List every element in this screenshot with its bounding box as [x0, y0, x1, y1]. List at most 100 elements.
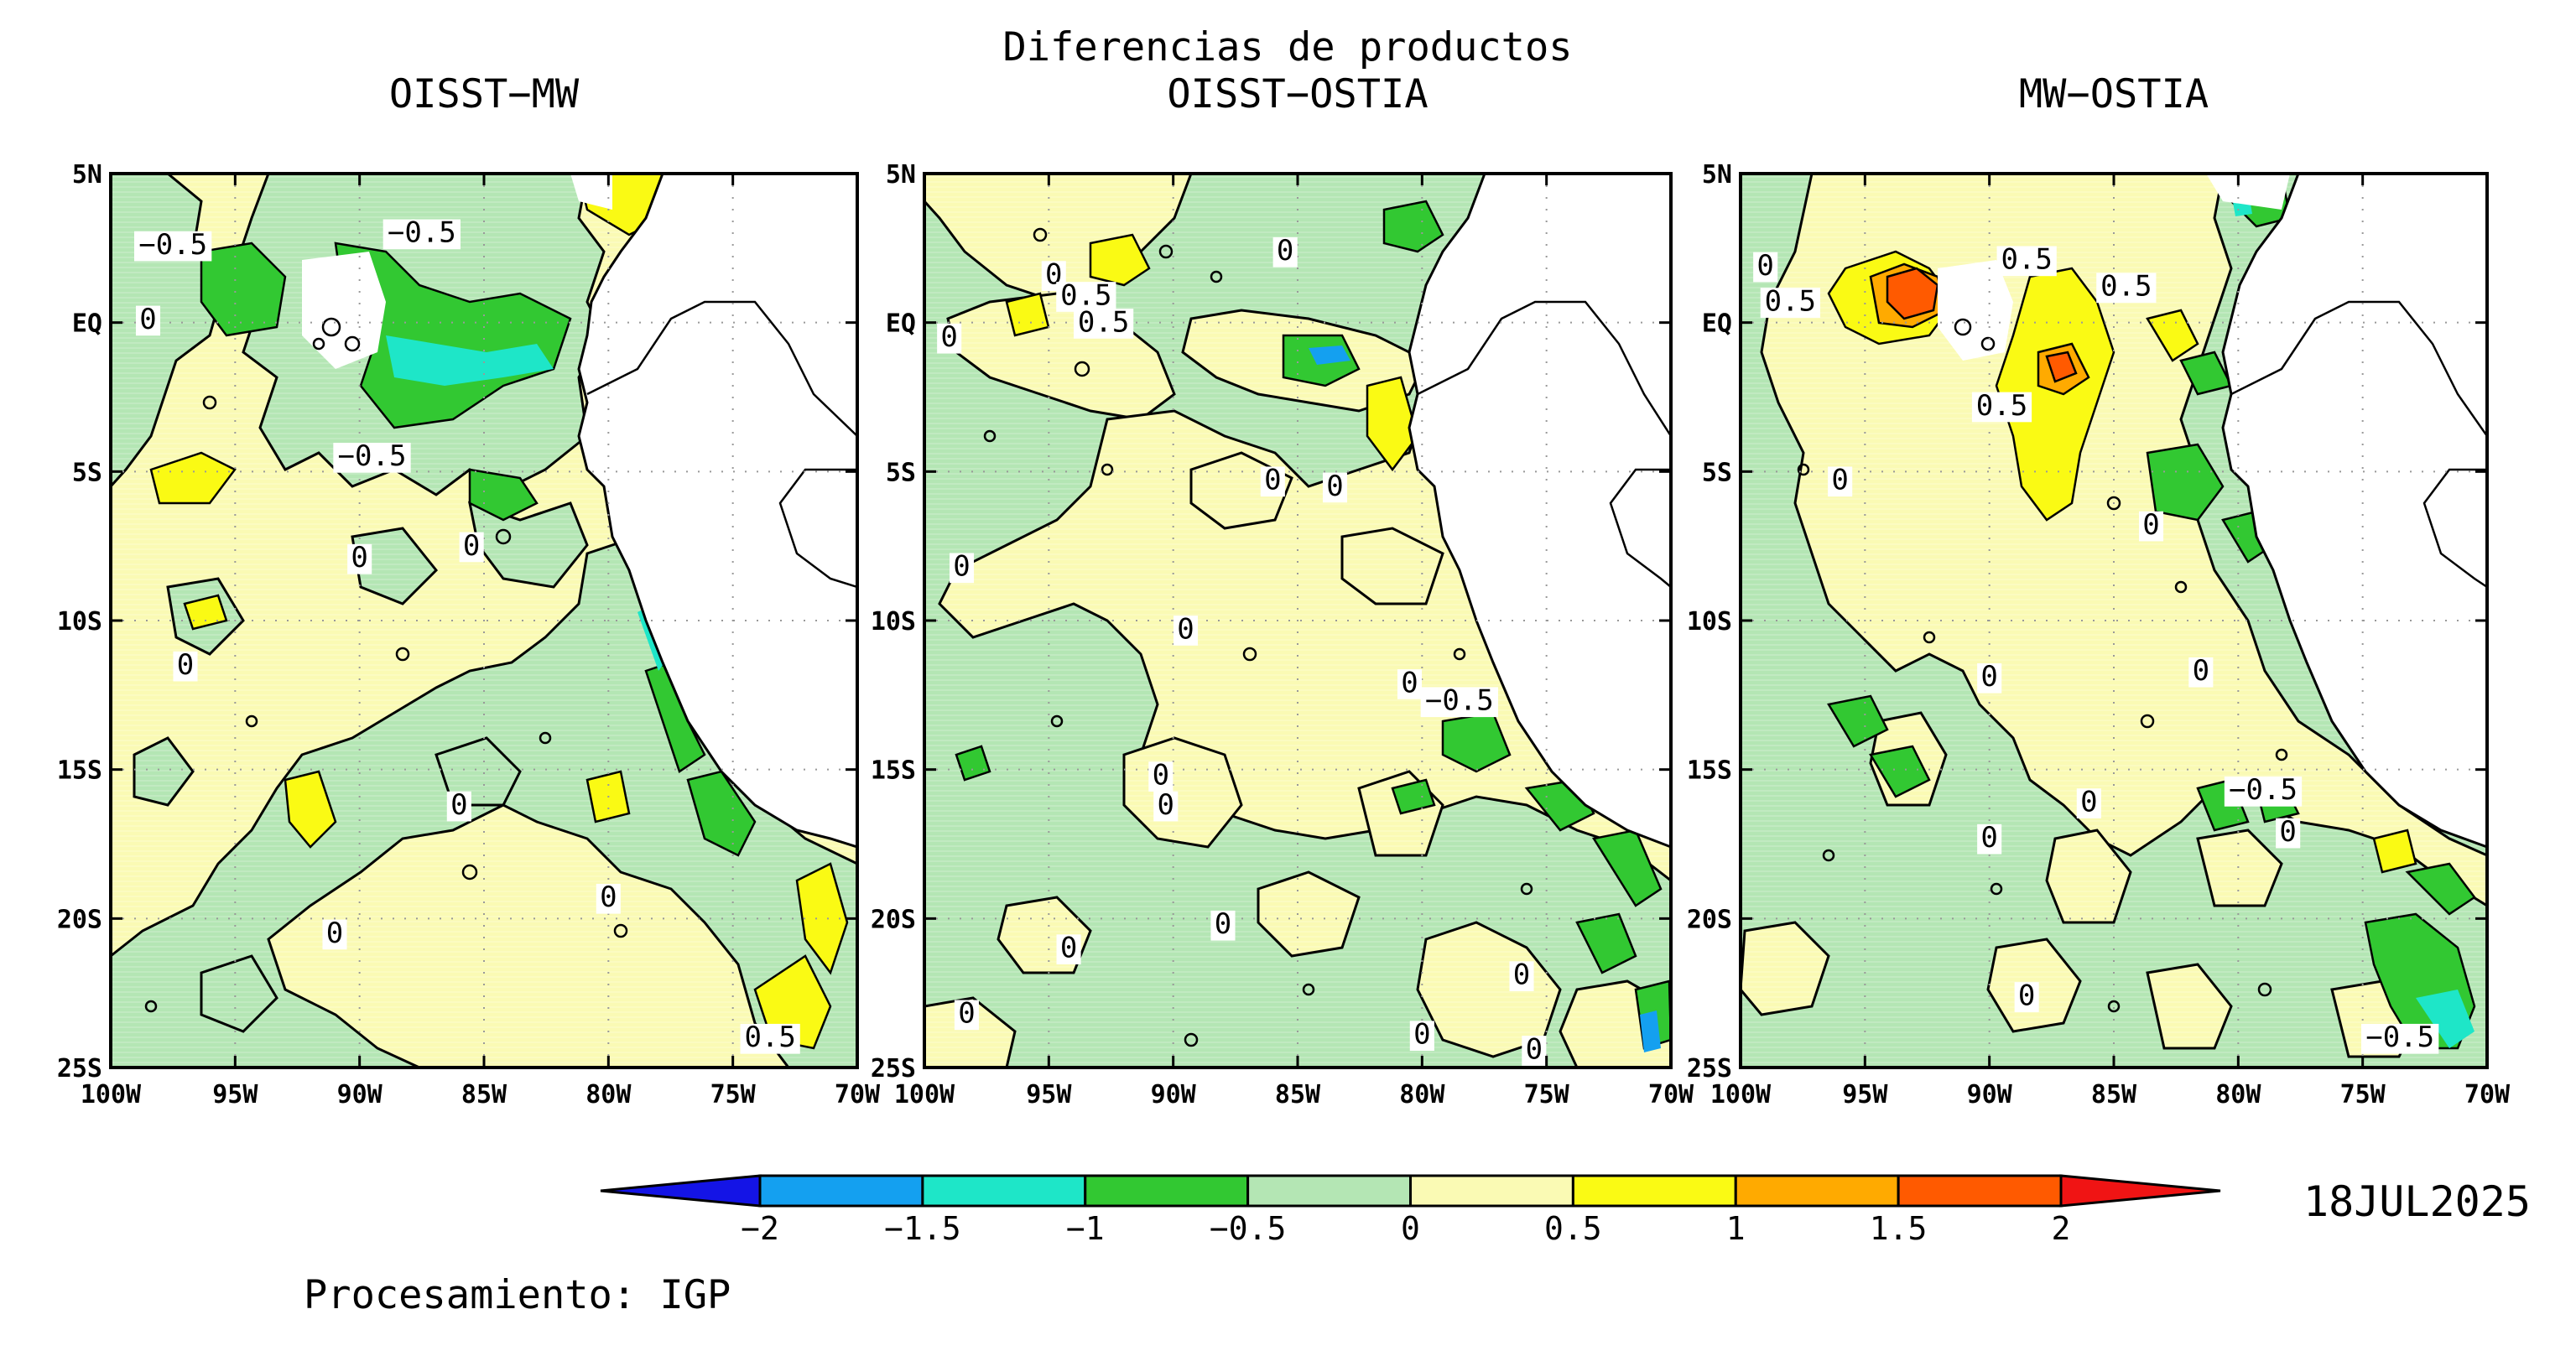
- y-tick-label: 5S: [72, 458, 102, 487]
- y-tick-label: 25S: [57, 1054, 102, 1083]
- contour-label: 0: [2193, 654, 2209, 688]
- x-tick-label: 80W: [585, 1080, 632, 1109]
- x-tick-label: 100W: [1710, 1080, 1772, 1109]
- y-tick-label: 20S: [1687, 905, 1732, 934]
- date-label: 18JUL2025: [2303, 1177, 2531, 1226]
- contour-label: 0: [139, 303, 156, 336]
- contour-label: 0: [2080, 785, 2097, 818]
- contour-label: 0.5: [2100, 270, 2152, 304]
- colorbar-box: [758, 1174, 924, 1208]
- contour-label-bg: [2188, 657, 2214, 688]
- contour-label-bg: [1420, 687, 1498, 718]
- contour-label-bg: [1760, 288, 1820, 318]
- contour-label: 0: [953, 550, 970, 584]
- x-tick-label: 85W: [2091, 1080, 2137, 1109]
- contour-label: 0: [600, 881, 617, 914]
- contour-label-bg: [1397, 669, 1423, 699]
- x-tick-label: 80W: [1399, 1080, 1445, 1109]
- panel-title-1: OISST−MW: [389, 71, 580, 117]
- x-tick-label: 90W: [1151, 1080, 1197, 1109]
- contour-label-bg: [1522, 1036, 1547, 1066]
- contour-label: 0: [1526, 1032, 1543, 1066]
- contour-label-bg: [949, 553, 975, 584]
- contour-label-bg: [1272, 236, 1298, 268]
- contour-label: 0: [351, 541, 367, 574]
- x-tick-label: 95W: [212, 1080, 258, 1109]
- contour-label: 0.5: [1078, 305, 1129, 339]
- colorbar-extend-low: [600, 1174, 762, 1208]
- contour-label-bg: [1073, 309, 1134, 339]
- x-tick-label: 75W: [1524, 1080, 1570, 1109]
- y-tick-label: 5S: [1702, 458, 1732, 487]
- missing-data-regions: [1938, 174, 2290, 361]
- contour-label-bg: [382, 219, 461, 250]
- contour-label: 0: [1513, 959, 1530, 992]
- contour-label-bg: [1977, 823, 2002, 855]
- colorbar-box: [1734, 1174, 1900, 1208]
- land-mask-panel-2: [1408, 172, 1673, 849]
- colorbar-box: [1084, 1174, 1250, 1208]
- contour-label: 0: [2279, 815, 2296, 849]
- contour-label: 0: [2142, 508, 2159, 542]
- contour-label: −0.5: [1425, 684, 1494, 718]
- contour-label: 0: [177, 648, 194, 682]
- y-tick-label: EQ: [886, 309, 916, 339]
- colorbar-level-label: 2: [2052, 1210, 2071, 1247]
- y-tick-label: 10S: [1687, 607, 1732, 636]
- contour-label-bg: [134, 231, 212, 262]
- panel-title-3: MW−OSTIA: [2019, 71, 2209, 117]
- contour-label-bg: [1173, 616, 1199, 646]
- y-tick-label: 15S: [1687, 756, 1732, 786]
- colorbar-level-label: −1.5: [884, 1210, 961, 1247]
- contour-label-bg: [1971, 392, 2032, 423]
- colorbar-level-label: 0.5: [1544, 1210, 1602, 1247]
- contour-label: 0: [326, 917, 343, 950]
- colorbar-box: [1897, 1174, 2063, 1208]
- colorbar-box: [921, 1174, 1087, 1208]
- contour-label: 0.5: [2001, 243, 2052, 277]
- contour-label-bg: [2276, 818, 2301, 849]
- x-tick-label: 70W: [1648, 1080, 1694, 1109]
- y-tick-label: 5N: [1702, 160, 1732, 190]
- contour-label-bg: [2076, 788, 2101, 818]
- axis-ticks: 100W 95W 90W 85W 80W 75W 70W 5N EQ 5S 10S 15S 20S 25S…: [57, 160, 2511, 1109]
- x-tick-label: 75W: [2340, 1080, 2386, 1109]
- contour-label-bg: [2138, 511, 2164, 542]
- contour-label-bg: [596, 883, 621, 914]
- x-tick-label: 85W: [1275, 1080, 1321, 1109]
- contour-label-bg: [2361, 1023, 2439, 1054]
- contour-label: 0: [1326, 470, 1343, 503]
- strong-high-positive-regions: [1886, 267, 2078, 383]
- x-tick-label: 70W: [2464, 1080, 2511, 1109]
- colorbar-level-label: −1: [1066, 1210, 1105, 1247]
- y-tick-label: EQ: [1702, 309, 1732, 339]
- strong-negative-regions: [1827, 174, 2476, 1050]
- contour-label: 0: [1277, 234, 1293, 268]
- x-tick-label: 70W: [835, 1080, 881, 1109]
- land-mask-panel-1: [577, 172, 859, 849]
- contour-label: 0: [463, 529, 480, 563]
- contour-label-bg: [1148, 761, 1174, 792]
- y-tick-label: 25S: [871, 1054, 916, 1083]
- graticule-lines: [111, 174, 2487, 1068]
- contour-label: 0: [1980, 821, 1997, 855]
- x-tick-label: 100W: [894, 1080, 955, 1109]
- colorbar-level-label: −2: [741, 1210, 779, 1247]
- contour-label-bg: [954, 1000, 979, 1031]
- x-tick-label: 95W: [1842, 1080, 1888, 1109]
- x-tick-label: 85W: [461, 1080, 507, 1109]
- x-tick-label: 75W: [710, 1080, 757, 1109]
- y-tick-label: 25S: [1687, 1054, 1732, 1083]
- contour-label-bg: [2014, 982, 2039, 1012]
- contour-label-bg: [135, 305, 161, 336]
- contour-label: 0.5: [1060, 278, 1111, 312]
- contour-label-bg: [1509, 961, 1534, 992]
- contour-label-bg: [1409, 1021, 1434, 1052]
- contour-label-bg: [2096, 273, 2157, 304]
- x-tick-label: 80W: [2215, 1080, 2261, 1109]
- contour-label-bg: [2224, 777, 2303, 807]
- contour-label-bg: [322, 919, 347, 950]
- panel-title-2: OISST−OSTIA: [1167, 71, 1428, 117]
